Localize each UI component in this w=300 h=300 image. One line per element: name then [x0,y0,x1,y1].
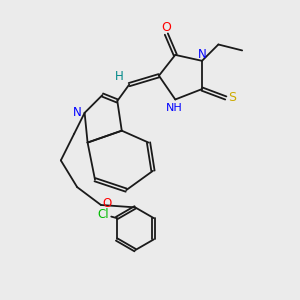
Text: N: N [198,48,206,61]
Text: Cl: Cl [98,208,109,221]
Text: O: O [161,21,171,34]
Text: NH: NH [166,103,183,113]
Text: S: S [228,92,236,104]
Text: N: N [73,106,82,119]
Text: O: O [103,197,112,210]
Text: H: H [114,70,123,83]
